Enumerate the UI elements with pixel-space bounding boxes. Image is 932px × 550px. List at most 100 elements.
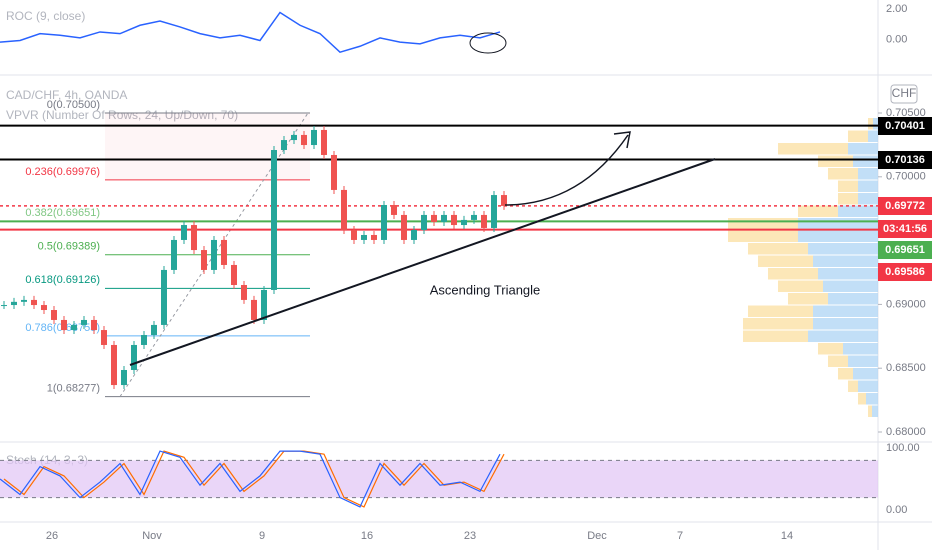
candle: [81, 319, 87, 325]
vp-up: [828, 293, 878, 305]
vp-up: [823, 280, 878, 292]
vp-up: [872, 405, 878, 417]
candle: [311, 129, 317, 146]
candle: [91, 319, 97, 331]
stoch-tick-label: 0.00: [886, 504, 907, 516]
candle: [231, 264, 237, 286]
vp-up: [868, 130, 878, 142]
candle: [161, 269, 167, 325]
vp-up: [853, 155, 878, 167]
countdown: 03:41:56: [883, 223, 927, 235]
candle: [211, 239, 217, 270]
vp-down: [748, 305, 813, 317]
candle: [401, 214, 407, 240]
candle: [491, 195, 497, 228]
candle: [261, 289, 267, 320]
candle: [291, 134, 297, 141]
y-tick-label: 0.70500: [886, 107, 926, 119]
x-tick-label: Nov: [142, 530, 162, 542]
y-tick-label: 0.68500: [886, 362, 926, 374]
vp-up: [798, 218, 878, 230]
stoch-signal: [3, 450, 505, 508]
fib-label: 0.382(0.69651): [25, 207, 100, 219]
candle: [301, 134, 307, 146]
vp-up: [858, 168, 878, 180]
y-tick-label: 0.68000: [886, 426, 926, 438]
candle: [371, 234, 377, 240]
candle: [411, 230, 417, 240]
chart-title: CAD/CHF, 4h, OANDA: [6, 88, 127, 102]
roc-tick-label: 2.00: [886, 3, 907, 15]
candle: [281, 140, 287, 151]
vp-down: [743, 318, 813, 330]
vp-up: [858, 193, 878, 205]
candle: [171, 239, 177, 270]
candle: [181, 225, 187, 240]
countdown-tag: [878, 220, 932, 238]
candle: [131, 344, 137, 370]
vp-down: [728, 218, 798, 230]
vp-down: [828, 168, 858, 180]
candle: [331, 154, 337, 190]
price-tag-label: 0.69651: [885, 244, 925, 256]
vp-up: [813, 318, 878, 330]
price-tag-label: 0.69772: [885, 200, 925, 212]
roc-line: [0, 11, 501, 54]
currency-box[interactable]: [890, 84, 918, 104]
vp-up: [808, 330, 878, 342]
candle: [41, 305, 47, 311]
candle: [441, 214, 447, 222]
vp-down: [848, 380, 858, 392]
vp-down: [798, 205, 838, 217]
candle: [71, 324, 77, 331]
candle: [11, 301, 17, 306]
x-tick-label: 16: [361, 530, 373, 542]
vp-up: [843, 343, 878, 355]
candle: [481, 214, 487, 228]
currency[interactable]: CHF: [892, 86, 917, 100]
candle: [221, 239, 227, 265]
x-tick-label: 14: [781, 530, 793, 542]
annotation: Ascending Triangle: [430, 282, 541, 297]
vp-down: [778, 143, 848, 155]
roc-tick-label: 0.00: [886, 33, 907, 45]
x-tick-label: 7: [677, 530, 683, 542]
candle: [31, 299, 37, 306]
candle: [61, 319, 67, 331]
vp-down: [858, 393, 866, 405]
vp-up: [798, 230, 878, 242]
vp-down: [838, 368, 853, 380]
vp-down: [818, 343, 843, 355]
x-tick-label: 23: [464, 530, 476, 542]
y-tick-label: 0.69000: [886, 298, 926, 310]
price-tag-label: 0.70136: [885, 154, 925, 166]
vp-up: [808, 243, 878, 255]
projection-arrow: [504, 134, 629, 206]
price-tag-label: 0.69586: [885, 266, 925, 278]
fib-zone: [105, 113, 310, 180]
price-tag: [878, 263, 932, 281]
vp-up: [866, 393, 878, 405]
vp-down: [838, 193, 858, 205]
fib-label: 1(0.68277): [47, 383, 100, 395]
vp-down: [868, 405, 872, 417]
vp-down: [728, 230, 798, 242]
roc-label: ROC (9, close): [6, 9, 85, 23]
vp-up: [858, 380, 878, 392]
arrow-head: [613, 131, 631, 149]
vp-up: [818, 268, 878, 280]
candle: [451, 214, 457, 226]
candle: [141, 335, 147, 345]
vp-up: [848, 355, 878, 367]
x-tick-label: 26: [46, 530, 58, 542]
price-tag: [878, 151, 932, 169]
candle: [1, 305, 7, 307]
vp-down: [838, 180, 858, 192]
vp-up: [873, 118, 878, 130]
vp-down: [788, 293, 828, 305]
candle: [431, 214, 437, 222]
candle: [21, 299, 27, 302]
vp-down: [758, 255, 813, 267]
stoch-k: [0, 450, 501, 508]
